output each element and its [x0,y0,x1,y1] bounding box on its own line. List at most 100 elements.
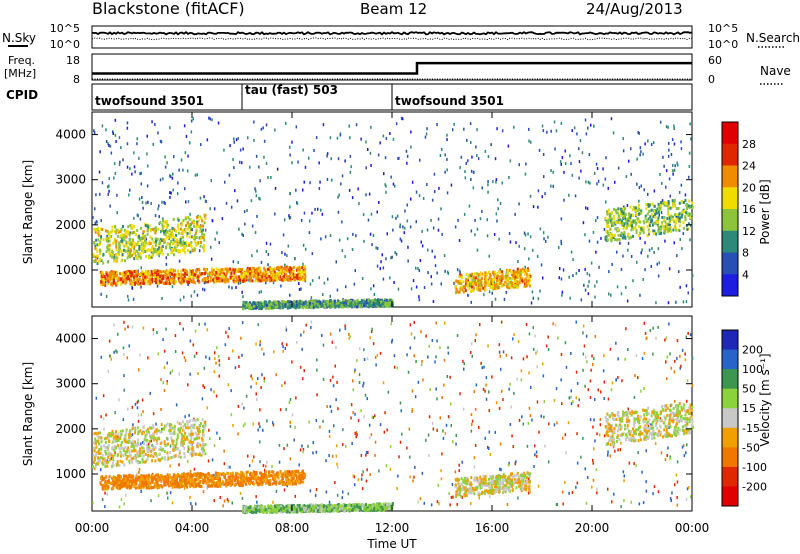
scatter-cell [147,356,149,360]
scatter-cell [436,500,439,504]
scatter-cell [152,142,154,146]
scatter-cell [205,355,207,359]
scatter-cell [109,144,112,148]
echo-cell [527,281,529,285]
scatter-cell [390,175,392,179]
scatter-cell [376,264,379,268]
echo-cell [137,241,140,245]
scatter-cell [139,476,141,479]
scatter-cell [259,440,261,444]
scatter-cell [294,494,296,498]
scatter-cell [575,370,578,374]
echo-cell [162,270,165,274]
scatter-cell [136,213,139,217]
scatter-cell [200,224,202,228]
echo-cell [479,283,482,287]
echo-cell [630,228,633,232]
echo-cell [651,213,653,217]
echo-cell [321,304,324,308]
echo-cell [97,233,100,237]
scatter-cell [265,241,268,245]
echo-cell [671,218,674,222]
echo-cell [151,278,154,281]
scatter-cell [653,229,656,233]
scatter-cell [647,192,649,196]
echo-cell [623,230,626,234]
echo-cell [170,235,173,239]
scatter-cell [427,355,429,359]
scatter-cell [651,247,653,251]
echo-cell [266,278,269,282]
echo-cell [288,276,291,280]
scatter-cell [226,497,229,501]
echo-cell [647,217,650,221]
scatter-cell [518,244,520,248]
echo-cell [195,215,198,219]
echo-cell [127,225,130,229]
scatter-cell [331,178,333,182]
scatter-cell [427,433,430,437]
echo-cell [113,255,116,259]
echo-cell [525,269,528,273]
echo-cell [102,261,105,265]
scatter-cell [687,486,690,489]
echo-cell [123,276,126,280]
noise-right-tick-bottom: 10^0 [708,38,738,51]
echo-cell [201,232,204,236]
echo-cell [131,283,134,286]
scatter-cell [149,391,151,395]
echo-cell [145,275,148,279]
echo-cell [129,270,131,274]
scatter-cell [322,123,325,127]
echo-cell [102,283,105,287]
scatter-cell [587,180,590,184]
echo-cell [172,217,175,221]
echo-cell [158,252,161,256]
scatter-cell [206,328,209,332]
scatter-cell [304,279,307,283]
scatter-cell [344,324,346,328]
echo-cell [360,302,363,306]
scatter-cell [352,379,354,383]
scatter-cell [630,172,632,176]
echo-cell [198,280,201,284]
echo-cell [650,208,653,212]
echo-cell [226,279,229,283]
scatter-cell [581,151,584,155]
echo-cell [298,274,301,278]
scatter-cell [386,428,388,432]
scatter-cell [195,502,197,506]
echo-cell [678,201,681,205]
echo-cell [133,273,135,277]
echo-cell [642,219,645,223]
scatter-cell [362,470,364,474]
echo-cell [659,201,662,204]
scatter-cell [553,120,556,124]
scatter-cell [180,158,183,162]
velocity-data [92,320,694,515]
scatter-cell [284,252,286,256]
colorbar-tick-label: 4 [742,268,749,281]
scatter-cell [147,164,149,168]
echo-cell [507,277,510,281]
echo-cell [226,270,228,274]
echo-cell [269,302,272,306]
scatter-cell [407,259,409,263]
echo-cell [131,231,134,235]
scatter-cell [239,281,242,285]
echo-cell [666,217,669,220]
scatter-cell [491,375,493,379]
scatter-cell [375,363,377,367]
echo-cell [625,224,628,228]
scatter-cell [314,493,317,497]
echo-cell [279,305,282,309]
scatter-cell [241,321,244,325]
echo-cell [266,481,269,485]
scatter-cell [447,415,450,419]
echo-cell [234,273,237,277]
echo-cell [182,273,185,277]
scatter-cell [494,157,497,161]
scatter-cell [580,455,582,459]
scatter-cell [389,445,392,449]
echo-cell [685,224,688,228]
